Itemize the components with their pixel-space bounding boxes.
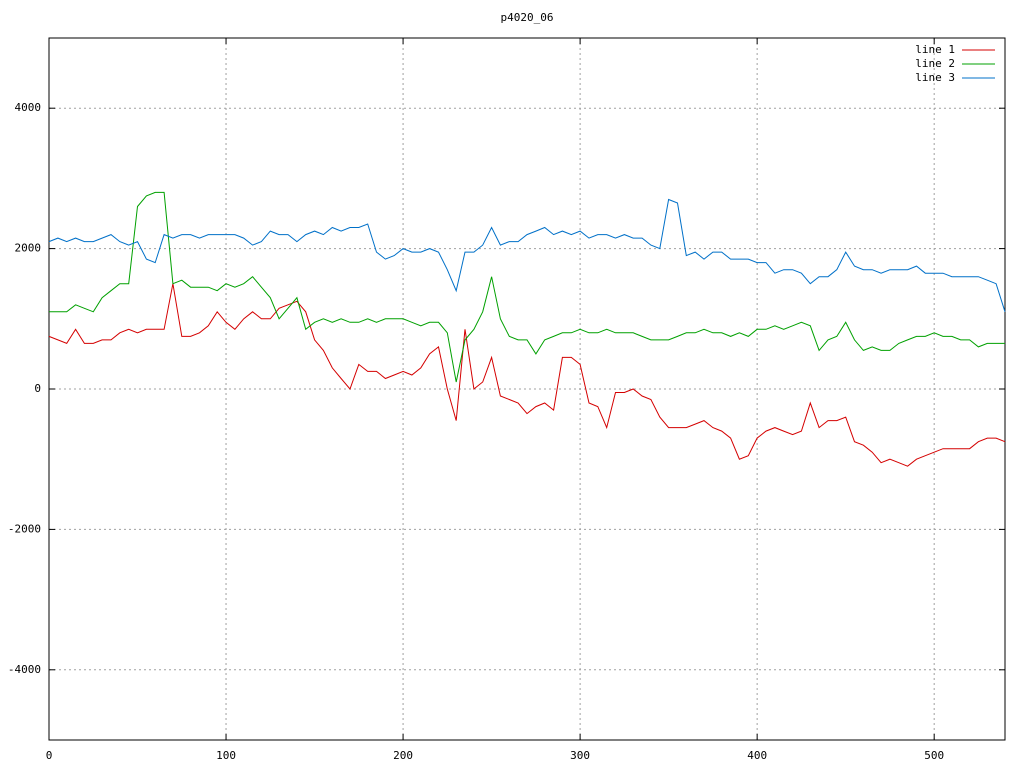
legend-label: line 1	[915, 43, 955, 56]
y-tick-label: 4000	[15, 101, 42, 114]
y-tick-label: -4000	[8, 663, 41, 676]
x-tick-label: 200	[393, 749, 413, 762]
x-tick-label: 400	[747, 749, 767, 762]
legend-label: line 2	[915, 57, 955, 70]
x-tick-label: 100	[216, 749, 236, 762]
x-tick-label: 300	[570, 749, 590, 762]
chart-title: p4020_06	[501, 11, 554, 24]
y-tick-label: -2000	[8, 522, 41, 535]
x-tick-label: 500	[924, 749, 944, 762]
x-tick-label: 0	[46, 749, 53, 762]
data-line	[48, 198, 1006, 312]
data-line	[48, 283, 1006, 467]
data-line	[49, 191, 1005, 383]
legend-label: line 3	[915, 71, 955, 84]
y-tick-label: 2000	[15, 242, 42, 255]
plot-border	[48, 37, 1006, 741]
y-tick-label: 0	[34, 382, 41, 395]
